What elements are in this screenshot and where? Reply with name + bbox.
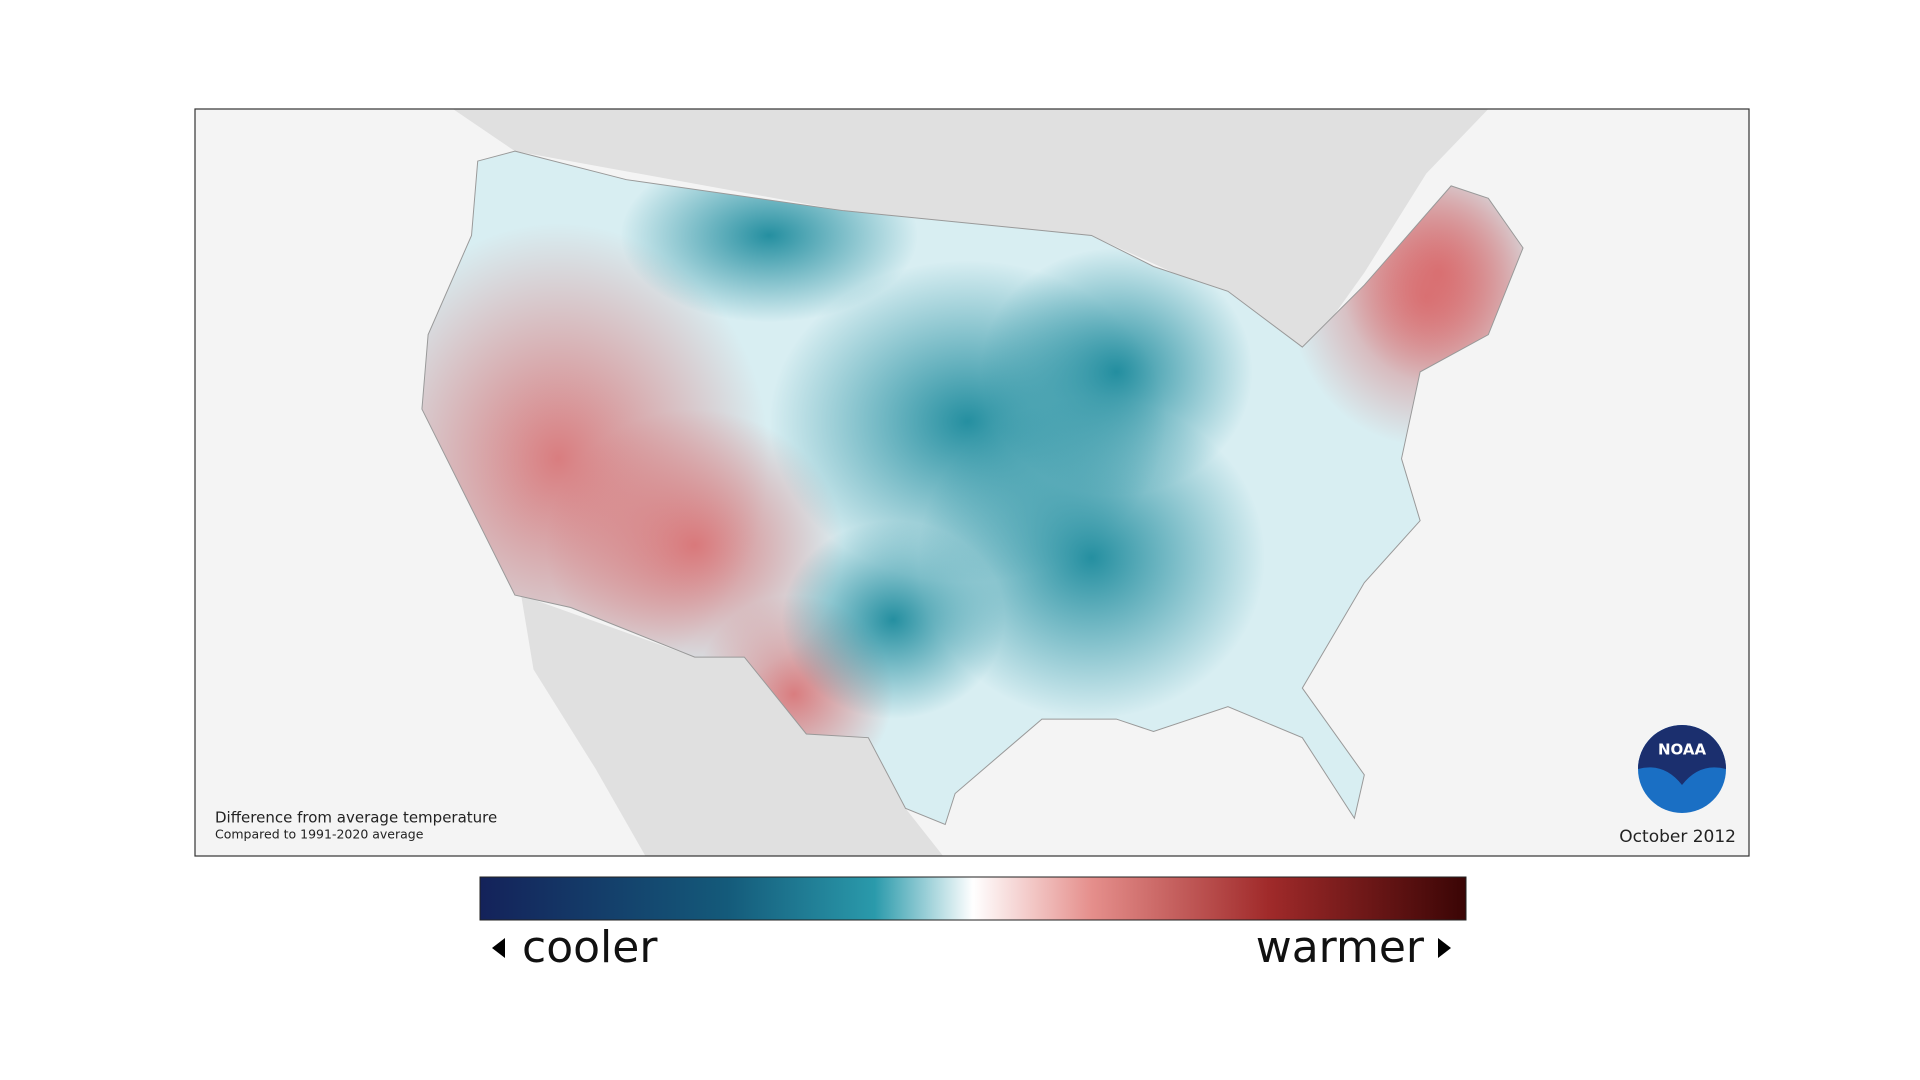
mexico — [521, 595, 943, 856]
right-arrow — [1438, 938, 1451, 958]
map-date: October 2012 — [1619, 827, 1736, 847]
legend-high: warmer — [1256, 922, 1425, 973]
left-arrow — [492, 938, 505, 958]
caption-title: Difference from average temperature — [215, 809, 497, 827]
caption-subtitle: Compared to 1991-2020 average — [215, 827, 424, 842]
noaa-logo: NOAA — [1638, 725, 1726, 813]
color-scale — [479, 876, 1467, 921]
map: Difference from average temperature Comp… — [195, 109, 1749, 856]
map-frame — [194, 108, 1750, 857]
us-outline — [421, 150, 1524, 826]
legend-low: cooler — [522, 922, 658, 973]
logo-text: NOAA — [1658, 741, 1707, 759]
